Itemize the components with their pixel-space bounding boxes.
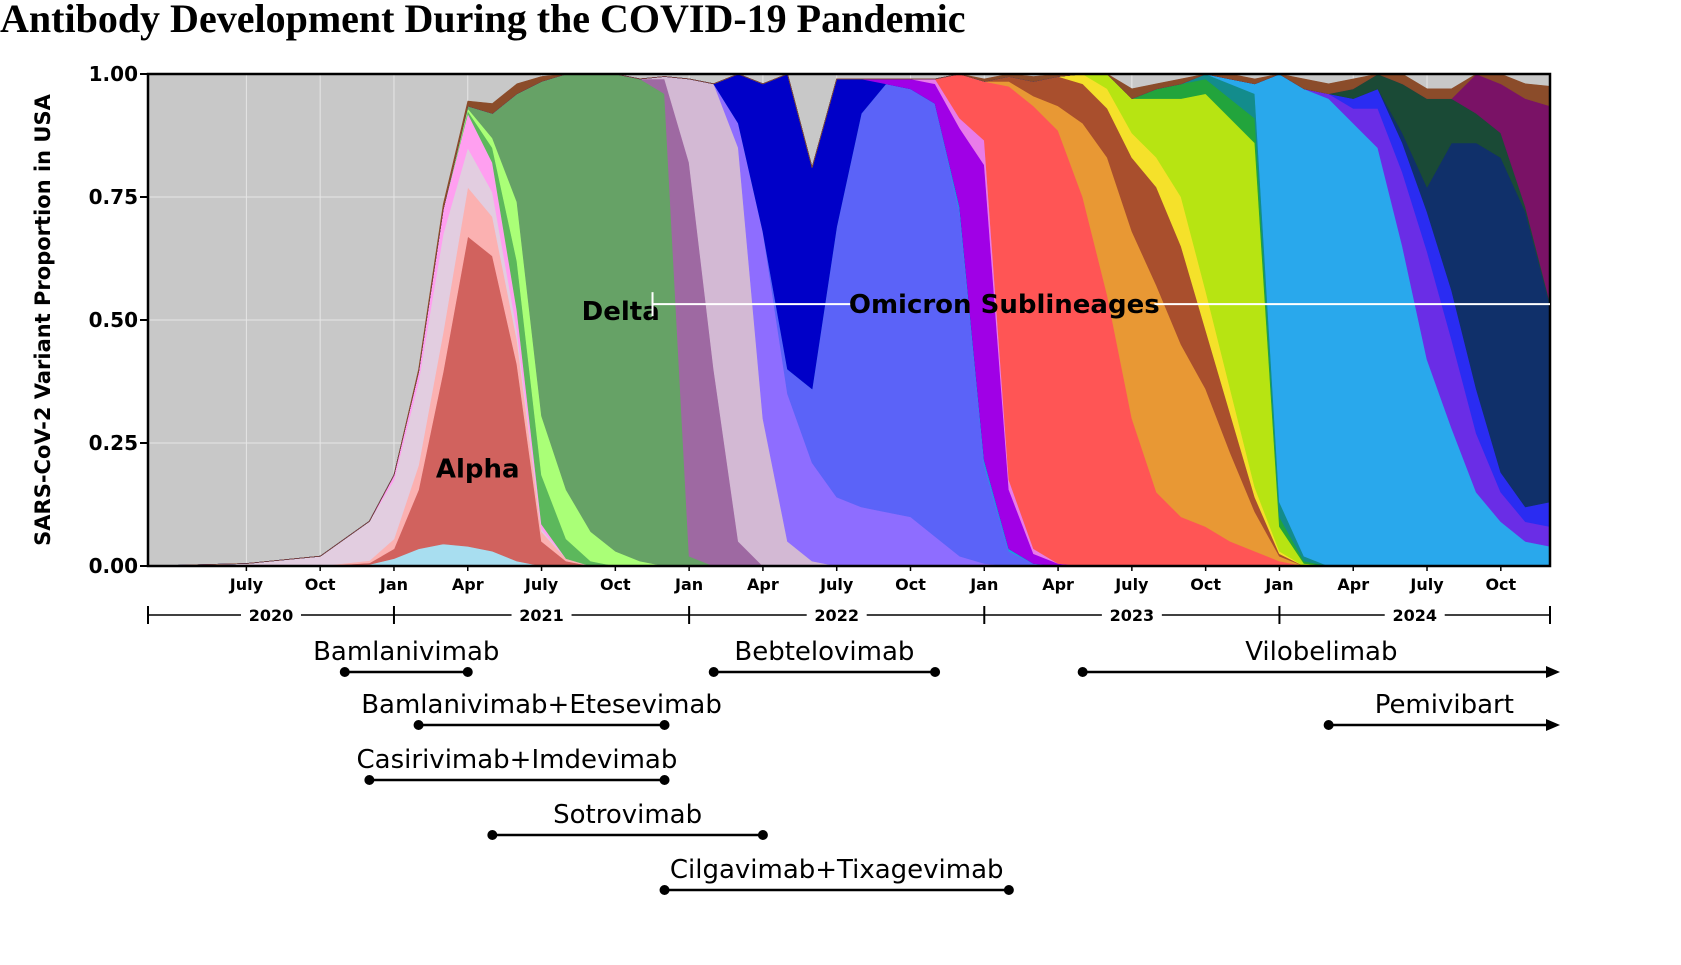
y-axis: 0.00 0.25 0.50 0.75 1.00: [89, 62, 148, 578]
antibody-end-dot: [462, 667, 473, 677]
year-label: 2024: [1392, 606, 1437, 625]
antibody-label: Bebtelovimab: [734, 637, 914, 667]
alpha-label: Alpha: [436, 455, 520, 485]
antibody-end-dot: [757, 830, 768, 840]
antibody-end-dot: [659, 720, 670, 730]
year-label: 2023: [1110, 606, 1155, 625]
antibody-start-dot: [487, 830, 498, 840]
x-tick-label: Jan: [1264, 575, 1293, 594]
year-label: 2020: [249, 606, 294, 625]
x-tick-label: Oct: [1485, 575, 1516, 594]
x-tick-label: Apr: [1042, 575, 1074, 594]
antibody-end-dot: [659, 775, 670, 785]
antibody-start-dot: [708, 667, 719, 677]
antibody-start-dot: [659, 885, 670, 895]
x-tick-label: Oct: [1190, 575, 1221, 594]
antibody-timeline: Bamlanivimab Bamlanivimab+Etesevimab Casir…: [313, 637, 1560, 895]
omicron-label: Omicron Sublineages: [849, 290, 1160, 320]
year-timeline: 2020 2021 2022 2023 2024: [147, 606, 1551, 625]
variant-annotations: Alpha Delta Omicron Sublineages: [436, 290, 1550, 485]
antibody-start-dot: [1077, 667, 1088, 677]
x-axis: July Oct Jan Apr July Oct Jan Apr July Oct Jan Apr J…: [229, 566, 1517, 594]
antibody-label: Vilobelimab: [1245, 637, 1397, 667]
x-tick-label: July: [1114, 575, 1149, 594]
x-tick-label: July: [1409, 575, 1444, 594]
x-tick-label: July: [524, 575, 559, 594]
antibody-label: Bamlanivimab+Etesevimab: [361, 690, 722, 720]
antibody-arrowhead: [1546, 719, 1560, 731]
antibody-label: Casirivimab+Imdevimab: [357, 745, 678, 775]
plot-area: [146, 72, 1552, 568]
y-tick-label: 0.25: [89, 431, 138, 455]
variant-areas: [147, 73, 1551, 567]
delta-label: Delta: [582, 297, 660, 327]
antibody-label: Pemivibart: [1375, 690, 1514, 720]
y-tick-label: 1.00: [89, 62, 138, 86]
x-tick-label: Apr: [452, 575, 484, 594]
x-tick-label: Jan: [674, 575, 703, 594]
x-tick-label: Apr: [1337, 575, 1369, 594]
x-tick-label: July: [819, 575, 854, 594]
y-axis-label: SARS-CoV-2 Variant Proportion in USA: [31, 93, 55, 545]
x-tick-label: Apr: [747, 575, 779, 594]
y-tick-label: 0.75: [89, 185, 138, 209]
antibody-end-dot: [1003, 885, 1014, 895]
x-tick-label: Jan: [379, 575, 408, 594]
antibody-start-dot: [413, 720, 424, 730]
antibody-start-dot: [364, 775, 375, 785]
year-label: 2022: [814, 606, 859, 625]
antibody-label: Cilgavimab+Tixagevimab: [670, 855, 1004, 885]
x-tick-label: Oct: [895, 575, 926, 594]
x-tick-label: Jan: [969, 575, 998, 594]
chart-title: Antibody Development During the COVID-19…: [0, 0, 966, 41]
x-tick-label: Oct: [600, 575, 631, 594]
x-tick-label: Oct: [305, 575, 336, 594]
antibody-label: Bamlanivimab: [313, 637, 499, 667]
y-tick-label: 0.00: [89, 554, 138, 578]
antibody-arrowhead: [1546, 666, 1560, 678]
x-tick-label: July: [229, 575, 264, 594]
antibody-start-dot: [1323, 720, 1334, 730]
year-label: 2021: [519, 606, 564, 625]
antibody-start-dot: [339, 667, 350, 677]
y-tick-label: 0.50: [89, 308, 138, 332]
antibody-label: Sotrovimab: [553, 800, 702, 830]
antibody-end-dot: [930, 667, 941, 677]
